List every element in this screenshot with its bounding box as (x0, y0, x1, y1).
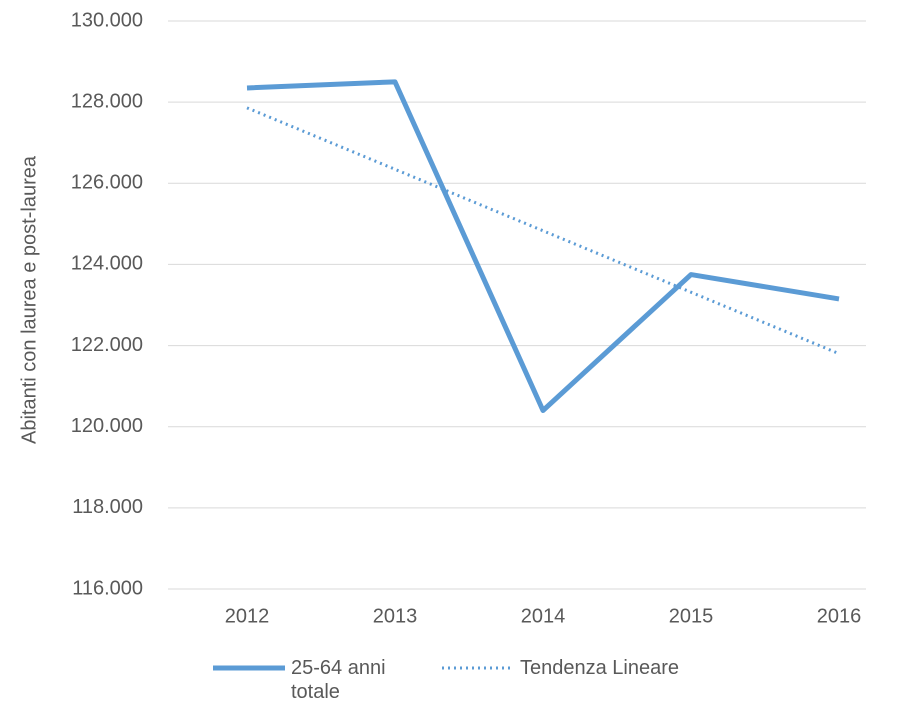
y-tick-label: 118.000 (72, 496, 143, 518)
legend-label: 25-64 anni totale (291, 657, 386, 703)
y-tick-label: 128.000 (71, 90, 143, 112)
y-tick-label: 122.000 (71, 334, 143, 356)
y-tick-label: 126.000 (71, 172, 143, 194)
x-tick-label: 2013 (373, 605, 418, 627)
x-tick-label: 2012 (225, 605, 270, 627)
x-tick-label: 2014 (521, 605, 566, 627)
y-axis-label: Abitanti con laurea e post-laurea (18, 155, 40, 444)
y-tick-label: 120.000 (71, 415, 143, 437)
legend-label: Tendenza Lineare (520, 657, 680, 679)
y-tick-label: 130.000 (71, 9, 143, 31)
trend-line (246, 106, 840, 356)
line (246, 79, 840, 413)
y-tick-label: 116.000 (72, 577, 143, 599)
x-tick-label: 2015 (669, 605, 714, 627)
y-tick-label: 124.000 (71, 253, 143, 275)
x-tick-label: 2016 (817, 605, 862, 627)
